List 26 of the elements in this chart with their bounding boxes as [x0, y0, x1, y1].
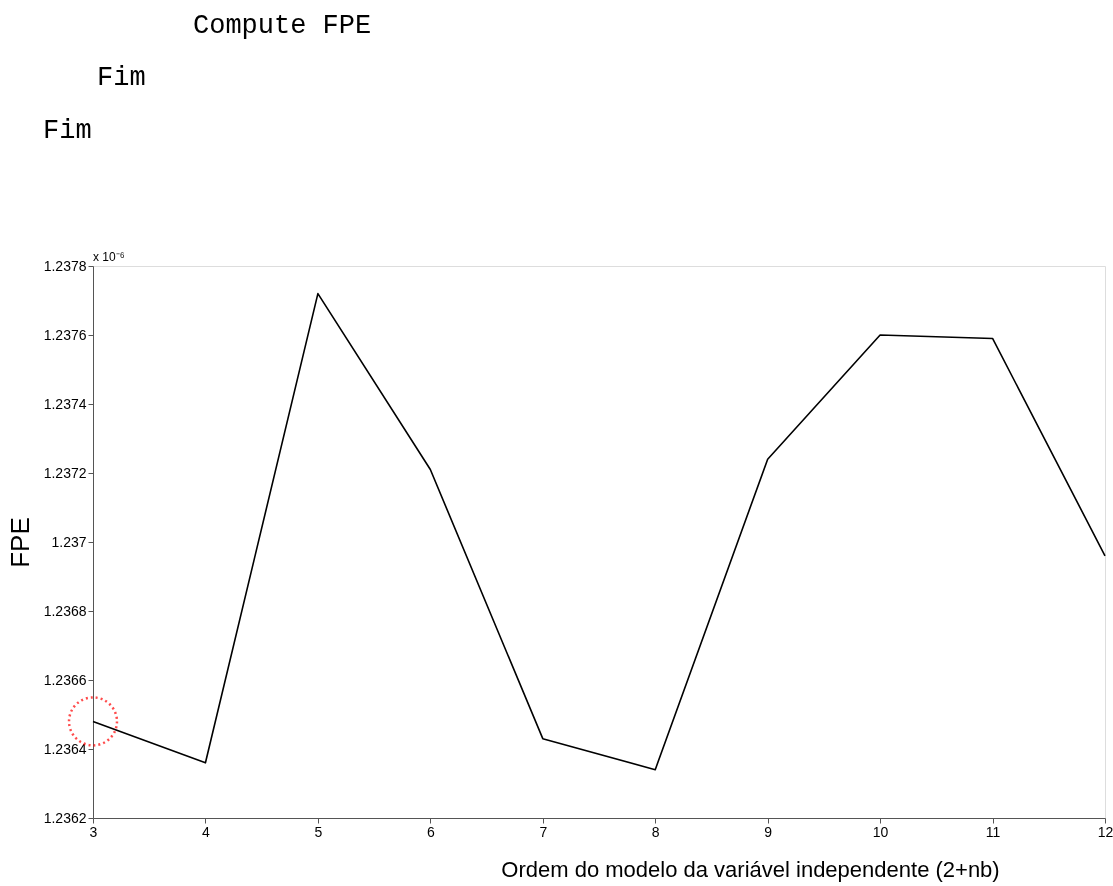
x-tick-label: 12: [1097, 823, 1113, 840]
x-tick-label: 3: [89, 823, 98, 840]
y-tick-label: 1.237: [51, 533, 87, 550]
text: x 10⁻⁶: [93, 250, 125, 264]
x-tick-label: 5: [314, 823, 323, 840]
x-tick-label: 7: [539, 823, 548, 840]
y-tick-label: 1.2372: [43, 464, 87, 481]
x-tick-label: 10: [872, 823, 889, 840]
y-tick-label: 1.2362: [43, 809, 87, 826]
y-tick-label: 1.2376: [43, 326, 87, 343]
x-tick-label: 9: [764, 823, 773, 840]
text: Fim: [43, 116, 92, 146]
x-tick-label: 4: [202, 823, 211, 840]
y-tick-label: 1.2378: [43, 257, 87, 274]
text: Fim: [97, 63, 146, 93]
y-tick-label: 1.2366: [43, 671, 87, 688]
x-tick-label: 8: [651, 823, 660, 840]
y-tick-label: 1.2368: [43, 602, 87, 619]
x-axis-title: Ordem do modelo da variável independente (2+nb): [501, 856, 1000, 882]
y-axis-title: FPE: [4, 517, 35, 568]
text: Compute FPE: [193, 11, 372, 41]
y-tick-label: 1.2364: [43, 740, 87, 757]
line-series: [92, 292, 1106, 771]
x-tick-label: 6: [426, 823, 435, 840]
y-tick-label: 1.2374: [43, 395, 87, 412]
x-tick-label: 11: [985, 823, 1001, 840]
